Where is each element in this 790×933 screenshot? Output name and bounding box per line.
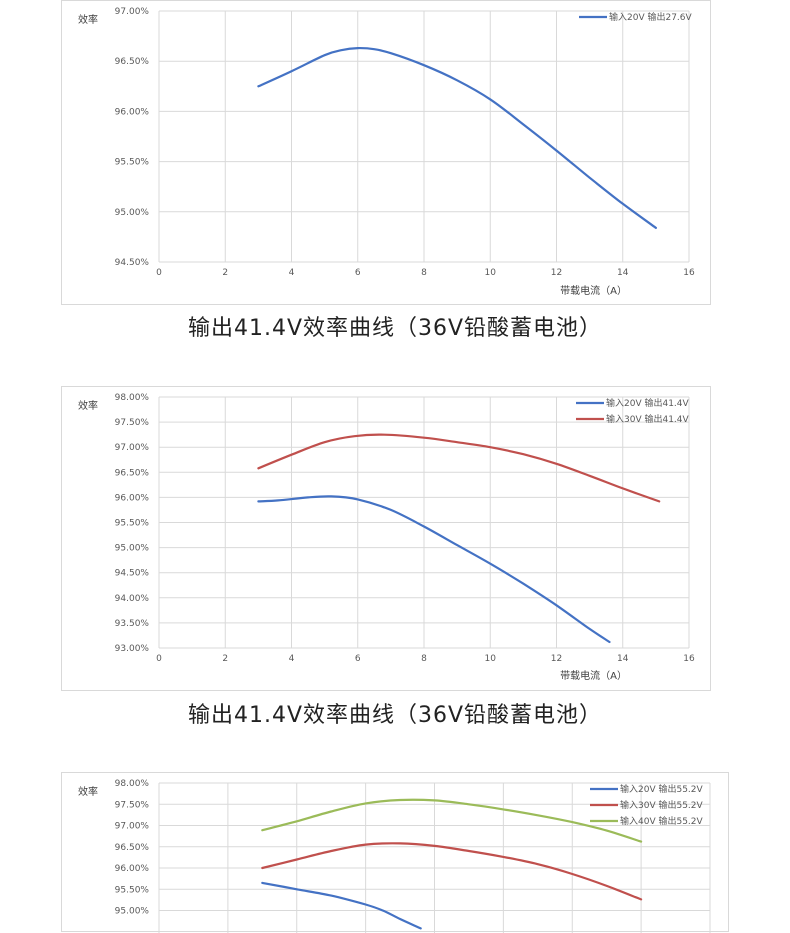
y-tick-label: 96.50% (115, 57, 150, 67)
x-tick-label: 14 (617, 268, 629, 278)
series-line (257, 495, 611, 644)
y-tick-label: 96.00% (115, 864, 150, 874)
series-line (257, 433, 661, 503)
x-tick-label: 0 (156, 654, 162, 664)
y-tick-label: 93.50% (115, 619, 150, 629)
y-tick-label: 97.00% (115, 822, 150, 832)
legend-entry: 输入20V 输出27.6V (609, 11, 693, 23)
y-axis-title: 效率 (78, 785, 98, 798)
chart-svg-1: 94.50% 95.00% 95.50% 96.00% 96.50% 97.00% 0 2 4 6… (78, 7, 695, 297)
y-tick-label: 96.50% (115, 468, 150, 478)
chart-panel-3: 95.00% 95.50% 96.00% 96.50% 97.00% 97.50% 98.0… (61, 772, 729, 933)
y-tick-label: 94.50% (115, 569, 150, 579)
x-axis-title: 带载电流（A） (560, 669, 627, 682)
legend-entry: 输入40V 输出55.2V (620, 815, 704, 827)
x-tick-label: 14 (617, 654, 629, 664)
x-tick-label: 8 (421, 268, 427, 278)
legend-entry: 输入30V 输出55.2V (620, 799, 704, 811)
x-tick-label: 12 (551, 268, 562, 278)
x-tick-label: 8 (421, 654, 427, 664)
chart-svg-3: 95.00% 95.50% 96.00% 96.50% 97.00% 97.50% 98.0… (78, 779, 711, 933)
x-tick-label: 6 (355, 654, 361, 664)
y-tick-label: 95.50% (115, 885, 150, 895)
y-tick-label: 97.00% (115, 7, 150, 17)
y-tick-label: 95.00% (115, 544, 150, 554)
series-line (261, 798, 643, 843)
chart-caption-2: 输出41.4V效率曲线（36V铅酸蓄电池） (187, 703, 603, 728)
y-tick-label: 95.50% (115, 519, 150, 529)
y-tick-label: 95.00% (115, 907, 150, 917)
x-tick-label: 4 (289, 654, 295, 664)
y-tick-label: 97.50% (115, 800, 150, 810)
y-tick-label: 98.00% (115, 779, 150, 789)
series-line (261, 842, 643, 901)
legend-entry: 输入20V 输出55.2V (620, 783, 704, 795)
chart-panel-2: 93.00% 93.50% 94.00% 94.50% 95.00% 95.50% 96.0… (61, 386, 711, 691)
y-tick-label: 96.50% (115, 843, 150, 853)
y-tick-label: 95.50% (115, 158, 150, 168)
y-tick-label: 95.00% (115, 208, 150, 218)
x-tick-label: 16 (683, 268, 695, 278)
y-axis-title: 效率 (78, 13, 98, 26)
x-tick-label: 2 (222, 654, 228, 664)
x-tick-label: 4 (289, 268, 295, 278)
legend-entry: 输入20V 输出41.4V (606, 397, 690, 409)
x-tick-label: 12 (551, 654, 562, 664)
chart-panel-1: 94.50% 95.00% 95.50% 96.00% 96.50% 97.00% 0 2 4 6… (61, 0, 711, 305)
y-tick-label: 94.00% (115, 594, 150, 604)
x-tick-label: 16 (683, 654, 695, 664)
y-tick-label: 97.00% (115, 443, 150, 453)
y-tick-label: 96.00% (115, 493, 150, 503)
y-tick-label: 96.00% (115, 107, 150, 117)
x-tick-label: 2 (222, 268, 228, 278)
x-tick-label: 10 (485, 268, 497, 278)
y-tick-label: 94.50% (115, 258, 150, 268)
y-tick-label: 97.50% (115, 418, 150, 428)
series-line (257, 46, 657, 229)
chart-caption-1: 输出41.4V效率曲线（36V铅酸蓄电池） (187, 316, 603, 341)
y-tick-label: 93.00% (115, 644, 150, 654)
y-axis-title: 效率 (78, 399, 98, 412)
series-line (261, 881, 422, 930)
chart-svg-2: 93.00% 93.50% 94.00% 94.50% 95.00% 95.50% 96.0… (78, 393, 695, 682)
x-tick-label: 0 (156, 268, 162, 278)
y-tick-label: 98.00% (115, 393, 150, 403)
legend-entry: 输入30V 输出41.4V (606, 413, 690, 425)
x-tick-label: 10 (485, 654, 497, 664)
x-axis-title: 带载电流（A） (560, 284, 627, 297)
x-tick-label: 6 (355, 268, 361, 278)
